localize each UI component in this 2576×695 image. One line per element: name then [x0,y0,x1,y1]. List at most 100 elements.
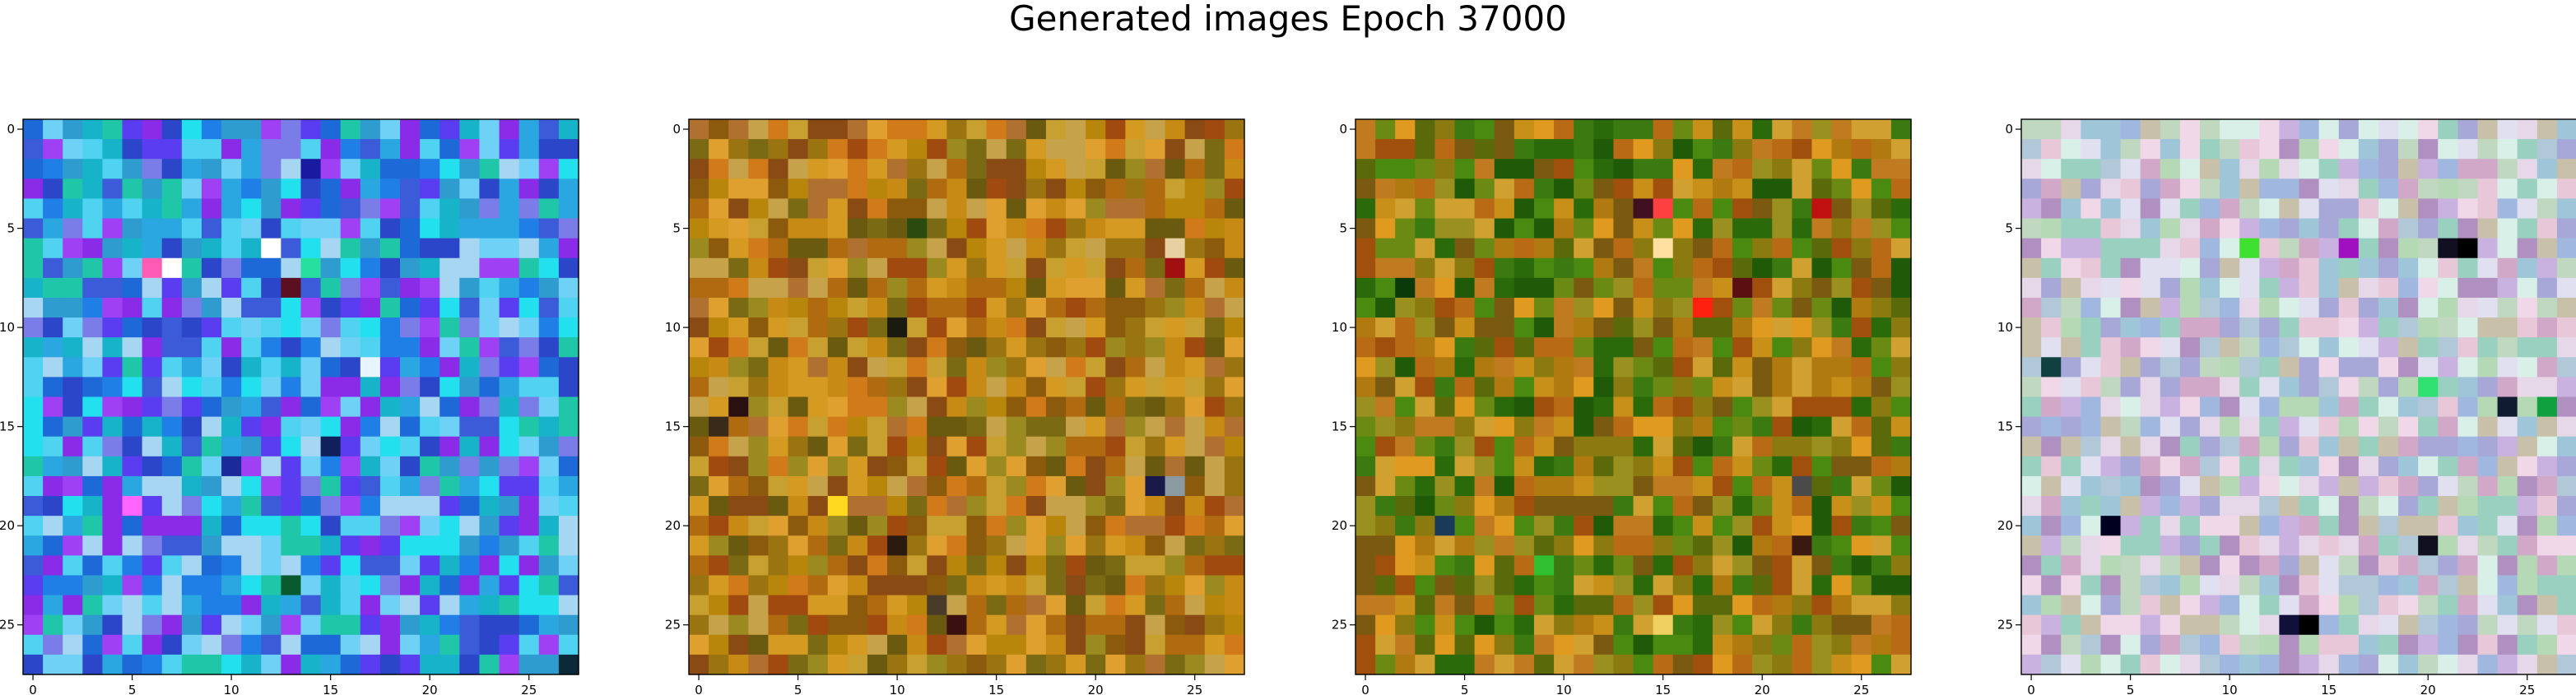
pixel-cell [709,456,729,477]
pixel-cell [927,614,947,636]
pixel-cell [1593,516,1614,536]
pixel-cell [1454,337,1476,358]
pixel-cell [1851,614,1872,636]
pixel-cell [2517,337,2538,358]
pixel-cell [1613,555,1634,577]
pixel-cell [2418,575,2439,596]
pixel-cell [986,297,1007,318]
pixel-cell [1633,139,1654,160]
pixel-cell [122,396,143,418]
pixel-cell [1593,456,1614,477]
pixel-cell [1672,198,1694,220]
pixel-cell [2358,475,2379,497]
pixel-cell [2536,575,2558,596]
pixel-cell [400,396,421,418]
pixel-cell [2556,614,2576,636]
pixel-cell [181,535,202,556]
pixel-cell [946,357,968,378]
axes-frame [1355,118,1912,675]
pixel-cell [2438,416,2458,438]
pixel-cell [2021,238,2042,259]
pixel-cell [340,396,361,418]
pixel-cell [1831,555,1853,577]
pixel-cell [23,317,44,338]
pixel-cell [439,436,460,457]
pixel-cell [1593,119,1614,140]
pixel-cell [122,317,143,338]
pixel-cell [2477,436,2499,457]
pixel-cell [1006,516,1027,536]
pixel-cell [1672,516,1694,536]
pixel-cell [946,614,968,636]
pixel-cell [360,516,381,536]
pixel-cell [709,257,729,279]
pixel-cell [300,357,322,378]
pixel-cell [1066,654,1086,675]
pixel-cell [2398,436,2419,457]
pixel-cell [479,178,500,200]
pixel-cell [2378,634,2399,656]
pixel-cell [261,396,281,418]
pixel-cell [1811,297,1833,318]
pixel-cell [320,396,342,418]
pixel-cell [1025,198,1047,220]
pixel-cell [728,317,749,338]
pixel-cell [1066,218,1086,239]
pixel-cell [2021,198,2042,220]
pixel-cell [23,535,44,556]
pixel-cell [1574,456,1594,477]
pixel-cell [2556,595,2576,616]
pixel-cell [1224,614,1245,636]
pixel-cell [1533,218,1555,239]
pixel-cell [300,198,322,220]
pixel-cell [2457,436,2479,457]
pixel-cell [63,654,83,675]
pixel-cell [1355,337,1376,358]
pixel-cell [2140,377,2161,398]
pixel-cell [281,475,302,497]
pixel-cell [2418,337,2439,358]
pixel-cell [1593,198,1614,220]
pixel-cell [827,297,849,318]
pixel-cell [927,456,947,477]
pixel-cell [1851,357,1872,378]
pixel-cell [1025,139,1047,160]
pixel-cell [2457,634,2479,656]
pixel-cell [1105,555,1126,577]
y-tick-label: 15 [1997,419,2013,434]
pixel-cell [2318,277,2340,299]
pixel-cell [1066,416,1086,438]
pixel-cell [1355,475,1376,497]
pixel-cell [479,575,500,596]
pixel-cell [241,614,262,636]
pixel-cell [1792,654,1813,675]
pixel-cell [1752,516,1773,536]
pixel-cell [479,277,500,299]
pixel-cell [2120,337,2141,358]
pixel-cell [379,317,401,338]
pixel-cell [1224,277,1245,299]
pixel-cell [360,198,381,220]
pixel-cell [122,218,143,239]
pixel-cell [82,277,104,299]
pixel-cell [927,516,947,536]
pixel-cell [300,238,322,259]
pixel-cell [1613,218,1634,239]
pixel-cell [161,238,183,259]
pixel-cell [2477,337,2499,358]
pixel-cell [1752,575,1773,596]
pixel-cell [2160,475,2181,497]
pixel-cell [1692,337,1713,358]
pixel-cell [1395,555,1416,577]
pixel-cell [1086,614,1106,636]
pixel-cell [538,456,560,477]
pixel-cell [2220,337,2240,358]
pixel-cell [340,178,361,200]
pixel-cell [558,317,579,338]
pixel-cell [1066,396,1086,418]
pixel-cell [2358,535,2379,556]
pixel-cell [1672,436,1694,457]
pixel-cell [1494,436,1515,457]
pixel-cell [807,416,829,438]
pixel-cell [1494,337,1515,358]
